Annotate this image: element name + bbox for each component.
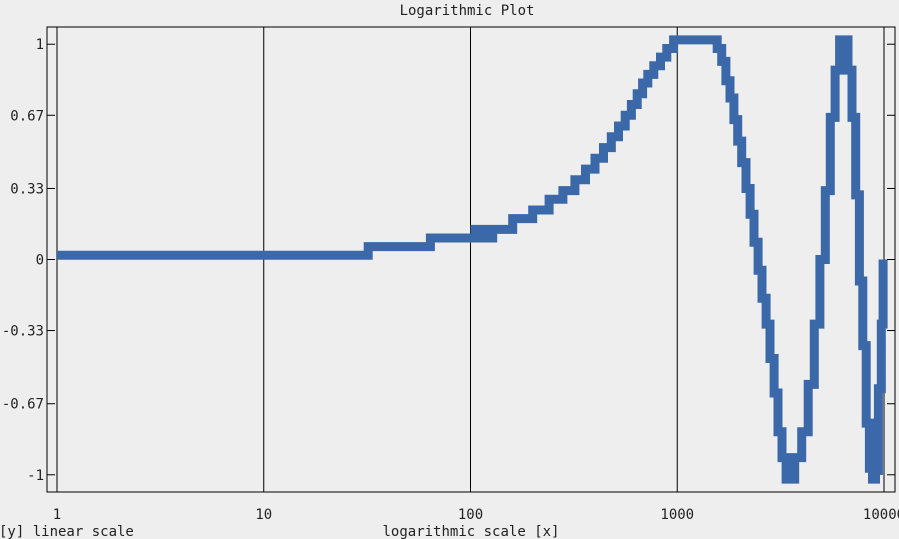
- y-tick-label: -1: [27, 468, 44, 484]
- x-tick-label: 100: [458, 507, 483, 523]
- x-axis-label: logarithmic scale [x]: [382, 524, 559, 539]
- chart-title: Logarithmic Plot: [400, 3, 535, 19]
- x-axis: 1 10 100 1000 10000: [53, 507, 899, 523]
- x-tick-label: 10: [255, 507, 272, 523]
- series-layer: [57, 35, 888, 484]
- y-tick-label: -0.67: [2, 397, 44, 413]
- x-tick-label: 10000: [863, 507, 899, 523]
- y-tick-label: 0.33: [10, 181, 44, 197]
- series-line: [57, 35, 888, 484]
- x-tick-label: 1000: [660, 507, 694, 523]
- x-tick-label: 1: [53, 507, 61, 523]
- y-axis: 1 0.67 0.33 0 -0.33 -0.67 -1: [2, 37, 895, 484]
- y-tick-label: 0.67: [10, 108, 44, 124]
- y-tick-label: 0: [36, 253, 44, 269]
- y-tick-label: 1: [36, 37, 44, 53]
- y-axis-label: [y] linear scale: [0, 524, 134, 539]
- y-tick-label: -0.33: [2, 324, 44, 340]
